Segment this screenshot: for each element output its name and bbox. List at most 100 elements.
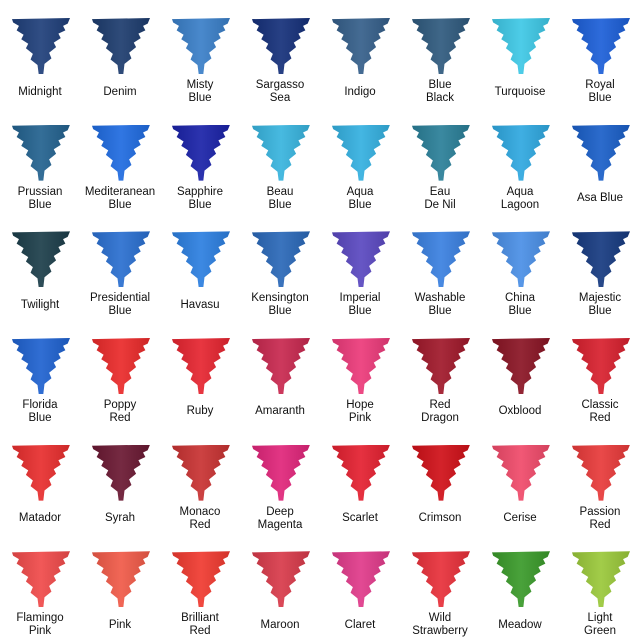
ink-color-swatch <box>92 551 150 608</box>
ink-color-swatch <box>172 444 230 501</box>
ink-name-label: Sapphire Blue <box>176 185 224 211</box>
ink-swatch-card: Crimson <box>400 427 480 534</box>
ink-name-label: Kensington Blue <box>251 292 309 318</box>
ink-swatch-card: Poppy Red <box>80 320 160 427</box>
ink-color-swatch <box>492 337 550 394</box>
ink-swatch-card: Beau Blue <box>240 107 320 214</box>
ink-name-label: Oxblood <box>498 405 542 418</box>
ink-color-swatch <box>332 18 390 74</box>
ink-name-label: Syrah <box>104 512 136 525</box>
ink-swatch-card: Claret <box>320 533 400 640</box>
ink-name-label: Classic Red <box>581 398 619 424</box>
ink-color-swatch <box>252 337 310 394</box>
ink-color-swatch <box>492 444 550 501</box>
ink-color-swatch <box>492 18 550 74</box>
ink-swatch-card: Cerise <box>480 427 560 534</box>
ink-color-swatch <box>252 18 310 74</box>
ink-color-swatch <box>492 551 550 608</box>
ink-swatch-card: Imperial Blue <box>320 213 400 320</box>
ink-swatch-card: Monaco Red <box>160 427 240 534</box>
ink-name-label: Havasu <box>180 298 220 311</box>
ink-name-label: Florida Blue <box>22 398 58 424</box>
ink-color-swatch <box>92 337 150 394</box>
ink-name-label: Aqua Blue <box>346 185 374 211</box>
ink-swatch-card: Scarlet <box>320 427 400 534</box>
ink-name-label: Red Dragon <box>421 398 459 424</box>
ink-swatch-card: Amaranth <box>240 320 320 427</box>
ink-name-label: Light Green <box>584 612 616 638</box>
ink-name-label: Meadow <box>498 618 542 631</box>
ink-name-label: Majestic Blue <box>578 292 622 318</box>
ink-swatch-card: Meadow <box>480 533 560 640</box>
ink-name-label: Aqua Lagoon <box>500 185 540 211</box>
ink-swatch-card: Sargasso Sea <box>240 0 320 107</box>
ink-color-swatch <box>572 124 630 181</box>
ink-name-label: Imperial Blue <box>339 292 381 318</box>
ink-swatch-card: Royal Blue <box>560 0 640 107</box>
ink-color-swatch <box>172 231 230 288</box>
ink-name-label: Ruby <box>186 405 214 418</box>
ink-swatch-card: Matador <box>0 427 80 534</box>
ink-color-swatch <box>572 444 630 501</box>
ink-name-label: Poppy Red <box>103 398 137 424</box>
ink-color-swatch <box>412 551 470 608</box>
ink-color-swatch <box>572 18 630 74</box>
ink-name-label: Maroon <box>260 618 300 631</box>
ink-swatch-card: Misty Blue <box>160 0 240 107</box>
ink-name-label: Amaranth <box>255 405 305 418</box>
ink-name-label: Crimson <box>418 512 462 525</box>
ink-swatch-card: Mediteranean Blue <box>80 107 160 214</box>
ink-swatch-card: Pink <box>80 533 160 640</box>
ink-name-label: Midnight <box>18 85 62 98</box>
ink-color-swatch <box>252 444 310 501</box>
ink-color-swatch <box>492 124 550 181</box>
ink-swatch-card: Indigo <box>320 0 400 107</box>
ink-swatch-card: Midnight <box>0 0 80 107</box>
ink-color-swatch <box>412 444 470 501</box>
ink-swatch-card: Syrah <box>80 427 160 534</box>
ink-name-label: Hope Pink <box>346 398 374 424</box>
ink-color-swatch <box>12 231 70 288</box>
ink-name-label: Sargasso Sea <box>255 79 305 104</box>
ink-swatch-card: Hope Pink <box>320 320 400 427</box>
ink-name-label: Misty Blue <box>186 79 214 104</box>
ink-name-label: Beau Blue <box>266 185 294 211</box>
ink-swatch-card: Kensington Blue <box>240 213 320 320</box>
ink-name-label: Matador <box>18 512 62 525</box>
ink-color-swatch <box>12 18 70 74</box>
ink-name-label: China Blue <box>504 292 536 318</box>
ink-name-label: Asa Blue <box>576 192 624 205</box>
ink-name-label: Presidential Blue <box>89 292 151 318</box>
ink-name-label: Cerise <box>503 512 537 525</box>
ink-color-swatch <box>412 124 470 181</box>
ink-color-swatch <box>172 18 230 74</box>
ink-swatch-card: Eau De Nil <box>400 107 480 214</box>
ink-name-label: Pink <box>108 618 132 631</box>
ink-swatch-card: Wild Strawberry <box>400 533 480 640</box>
ink-name-label: Indigo <box>344 85 376 98</box>
ink-name-label: Claret <box>344 618 376 631</box>
ink-swatch-card: Presidential Blue <box>80 213 160 320</box>
ink-color-swatch <box>572 337 630 394</box>
ink-swatch-card: Blue Black <box>400 0 480 107</box>
ink-swatch-card: Havasu <box>160 213 240 320</box>
ink-color-swatch <box>492 231 550 288</box>
ink-name-label: Royal Blue <box>585 79 615 104</box>
ink-color-swatch <box>412 18 470 74</box>
ink-name-label: Brilliant Red <box>181 612 219 638</box>
ink-name-label: Monaco Red <box>179 505 221 531</box>
ink-color-swatch <box>332 551 390 608</box>
ink-swatch-card: Classic Red <box>560 320 640 427</box>
ink-color-swatch <box>92 444 150 501</box>
ink-swatch-card: Brilliant Red <box>160 533 240 640</box>
ink-color-swatch <box>252 231 310 288</box>
ink-swatch-card: Denim <box>80 0 160 107</box>
ink-swatch-card: Deep Magenta <box>240 427 320 534</box>
ink-swatch-card: Asa Blue <box>560 107 640 214</box>
ink-color-swatch <box>412 337 470 394</box>
ink-swatch-card: Maroon <box>240 533 320 640</box>
ink-swatch-card: Passion Red <box>560 427 640 534</box>
ink-swatch-card: Aqua Blue <box>320 107 400 214</box>
ink-swatch-card: Florida Blue <box>0 320 80 427</box>
ink-color-swatch <box>332 124 390 181</box>
